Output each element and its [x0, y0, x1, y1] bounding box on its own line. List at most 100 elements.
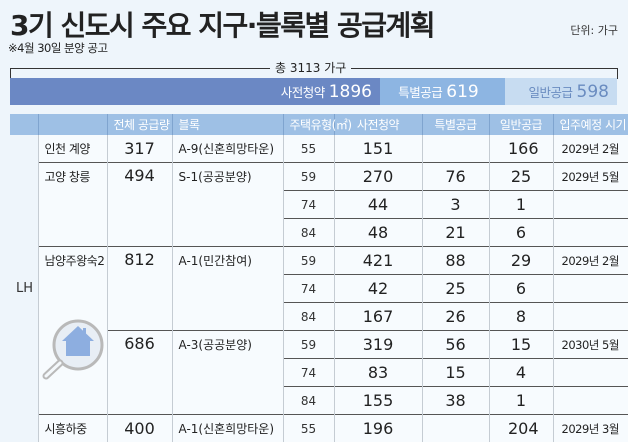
- supply-plan-table: 전체 공급량 블록 주택유형(㎡) 사전청약 특별공급 일반공급 입주예정 시기…: [10, 114, 628, 442]
- special-cell: 26: [421, 302, 489, 331]
- agency-cell: LH: [10, 135, 38, 442]
- total-cell: 812: [106, 246, 172, 331]
- table-row: 남양주왕숙2 812 A-1(민간참여) 59 421 88 29 2029년 …: [10, 246, 628, 415]
- pre-cell: 48: [333, 218, 422, 247]
- date-cell: [552, 302, 628, 331]
- special-cell: 56: [421, 330, 489, 359]
- special-cell: 21: [421, 218, 489, 247]
- total-cell: 494: [106, 162, 172, 247]
- pre-cell: 44: [333, 190, 422, 219]
- special-cell: 3: [421, 190, 489, 219]
- type-cell: 84: [282, 386, 334, 415]
- total-label: 총 3113 가구: [270, 59, 352, 76]
- table-row: 시흥하중 400 A-1(신혼희망타운) 55 196 204 2029년 3월: [10, 414, 628, 442]
- type-cell: 59: [282, 330, 334, 359]
- special-cell: [421, 135, 489, 163]
- date-cell: [552, 218, 628, 247]
- district-cell: 인천 계양: [37, 135, 107, 163]
- total-cell: 686: [106, 330, 172, 415]
- table-row: 74 42 25 6: [10, 274, 628, 303]
- special-cell: 25: [421, 274, 489, 303]
- special-cell: 38: [421, 386, 489, 415]
- pre-cell: 421: [333, 246, 422, 275]
- table-header-row: 전체 공급량 블록 주택유형(㎡) 사전청약 특별공급 일반공급 입주예정 시기: [10, 114, 628, 135]
- type-cell: 55: [282, 135, 334, 163]
- bar-segment-pre-subscription: 사전청약 1896: [10, 78, 380, 105]
- date-cell: 2030년 5월: [552, 330, 628, 359]
- block-cell: A-1(신혼희망타운): [171, 414, 283, 442]
- unit-label: 단위: 가구: [570, 24, 618, 37]
- date-cell: [552, 190, 628, 219]
- header-general-supply: 일반공급: [488, 114, 553, 135]
- type-cell: 74: [282, 274, 334, 303]
- general-cell: 25: [488, 162, 553, 191]
- total-cell: 400: [106, 414, 172, 442]
- house-magnifier-icon: [42, 319, 104, 380]
- special-cell: 88: [421, 246, 489, 275]
- table-row: 84 167 26 8: [10, 302, 628, 331]
- type-cell: 59: [282, 246, 334, 275]
- general-cell: 4: [488, 358, 553, 387]
- district-cell: 고양 창릉: [37, 162, 107, 247]
- general-cell: 204: [488, 414, 553, 442]
- type-cell: 55: [282, 414, 334, 442]
- pre-cell: 155: [333, 386, 422, 415]
- pre-cell: 196: [333, 414, 422, 442]
- bar-segment-special-supply: 특별공급 619: [380, 78, 505, 105]
- special-cell: [421, 414, 489, 442]
- type-cell: 74: [282, 358, 334, 387]
- pre-cell: 319: [333, 330, 422, 359]
- header-block: 블록: [171, 114, 283, 135]
- total-cell: 317: [106, 135, 172, 163]
- table-row: 84 155 38 1: [10, 386, 628, 415]
- date-cell: 2029년 2월: [552, 135, 628, 163]
- general-cell: 1: [488, 386, 553, 415]
- table-row: 686 A-3(공공분양) 59 319 56 15 2030년 5월: [10, 330, 628, 415]
- header-pre-subscription: 사전청약: [333, 114, 422, 135]
- pre-cell: 42: [333, 274, 422, 303]
- special-cell: 76: [421, 162, 489, 191]
- district-cell: 시흥하중: [37, 414, 107, 442]
- pre-cell: 83: [333, 358, 422, 387]
- table-row: 84 48 21 6: [10, 218, 628, 247]
- general-cell: 15: [488, 330, 553, 359]
- general-cell: 29: [488, 246, 553, 275]
- type-cell: 74: [282, 190, 334, 219]
- general-cell: 166: [488, 135, 553, 163]
- date-cell: 2029년 3월: [552, 414, 628, 442]
- header-agency: [10, 114, 38, 135]
- header-move-in-date: 입주예정 시기: [552, 114, 628, 135]
- type-cell: 59: [282, 162, 334, 191]
- header-total-supply: 전체 공급량: [106, 114, 172, 135]
- general-cell: 6: [488, 218, 553, 247]
- date-cell: 2029년 5월: [552, 162, 628, 191]
- table-row: 고양 창릉 494 S-1(공공분양) 59 270 76 25 2029년 5…: [10, 162, 628, 247]
- type-cell: 84: [282, 302, 334, 331]
- date-cell: [552, 358, 628, 387]
- table-row: 74 83 15 4: [10, 358, 628, 387]
- header-district: [37, 114, 107, 135]
- pre-cell: 270: [333, 162, 422, 191]
- type-cell: 84: [282, 218, 334, 247]
- pre-cell: 151: [333, 135, 422, 163]
- announcement-note: ※4월 30일 분양 공고: [8, 41, 108, 55]
- special-cell: 15: [421, 358, 489, 387]
- bar-segment-general-supply: 일반공급 598: [505, 78, 617, 105]
- supply-bar: 사전청약 1896 특별공급 619 일반공급 598: [10, 78, 617, 105]
- pre-cell: 167: [333, 302, 422, 331]
- header-housing-type: 주택유형(㎡): [282, 114, 352, 135]
- general-cell: 6: [488, 274, 553, 303]
- date-cell: 2029년 2월: [552, 246, 628, 275]
- date-cell: [552, 386, 628, 415]
- general-cell: 1: [488, 190, 553, 219]
- block-cell: A-9(신혼희망타운): [171, 135, 283, 163]
- page-title: 3기 신도시 주요 지구·블록별 공급계획: [10, 9, 436, 42]
- block-cell: S-1(공공분양): [171, 162, 283, 247]
- header-special-supply: 특별공급: [421, 114, 489, 135]
- block-cell: A-1(민간참여): [171, 246, 283, 331]
- table-row: 74 44 3 1: [10, 190, 628, 219]
- table-row: LH 인천 계양 317 A-9(신혼희망타운) 55 151 166 2029…: [10, 135, 628, 442]
- general-cell: 8: [488, 302, 553, 331]
- date-cell: [552, 274, 628, 303]
- block-cell: A-3(공공분양): [171, 330, 283, 415]
